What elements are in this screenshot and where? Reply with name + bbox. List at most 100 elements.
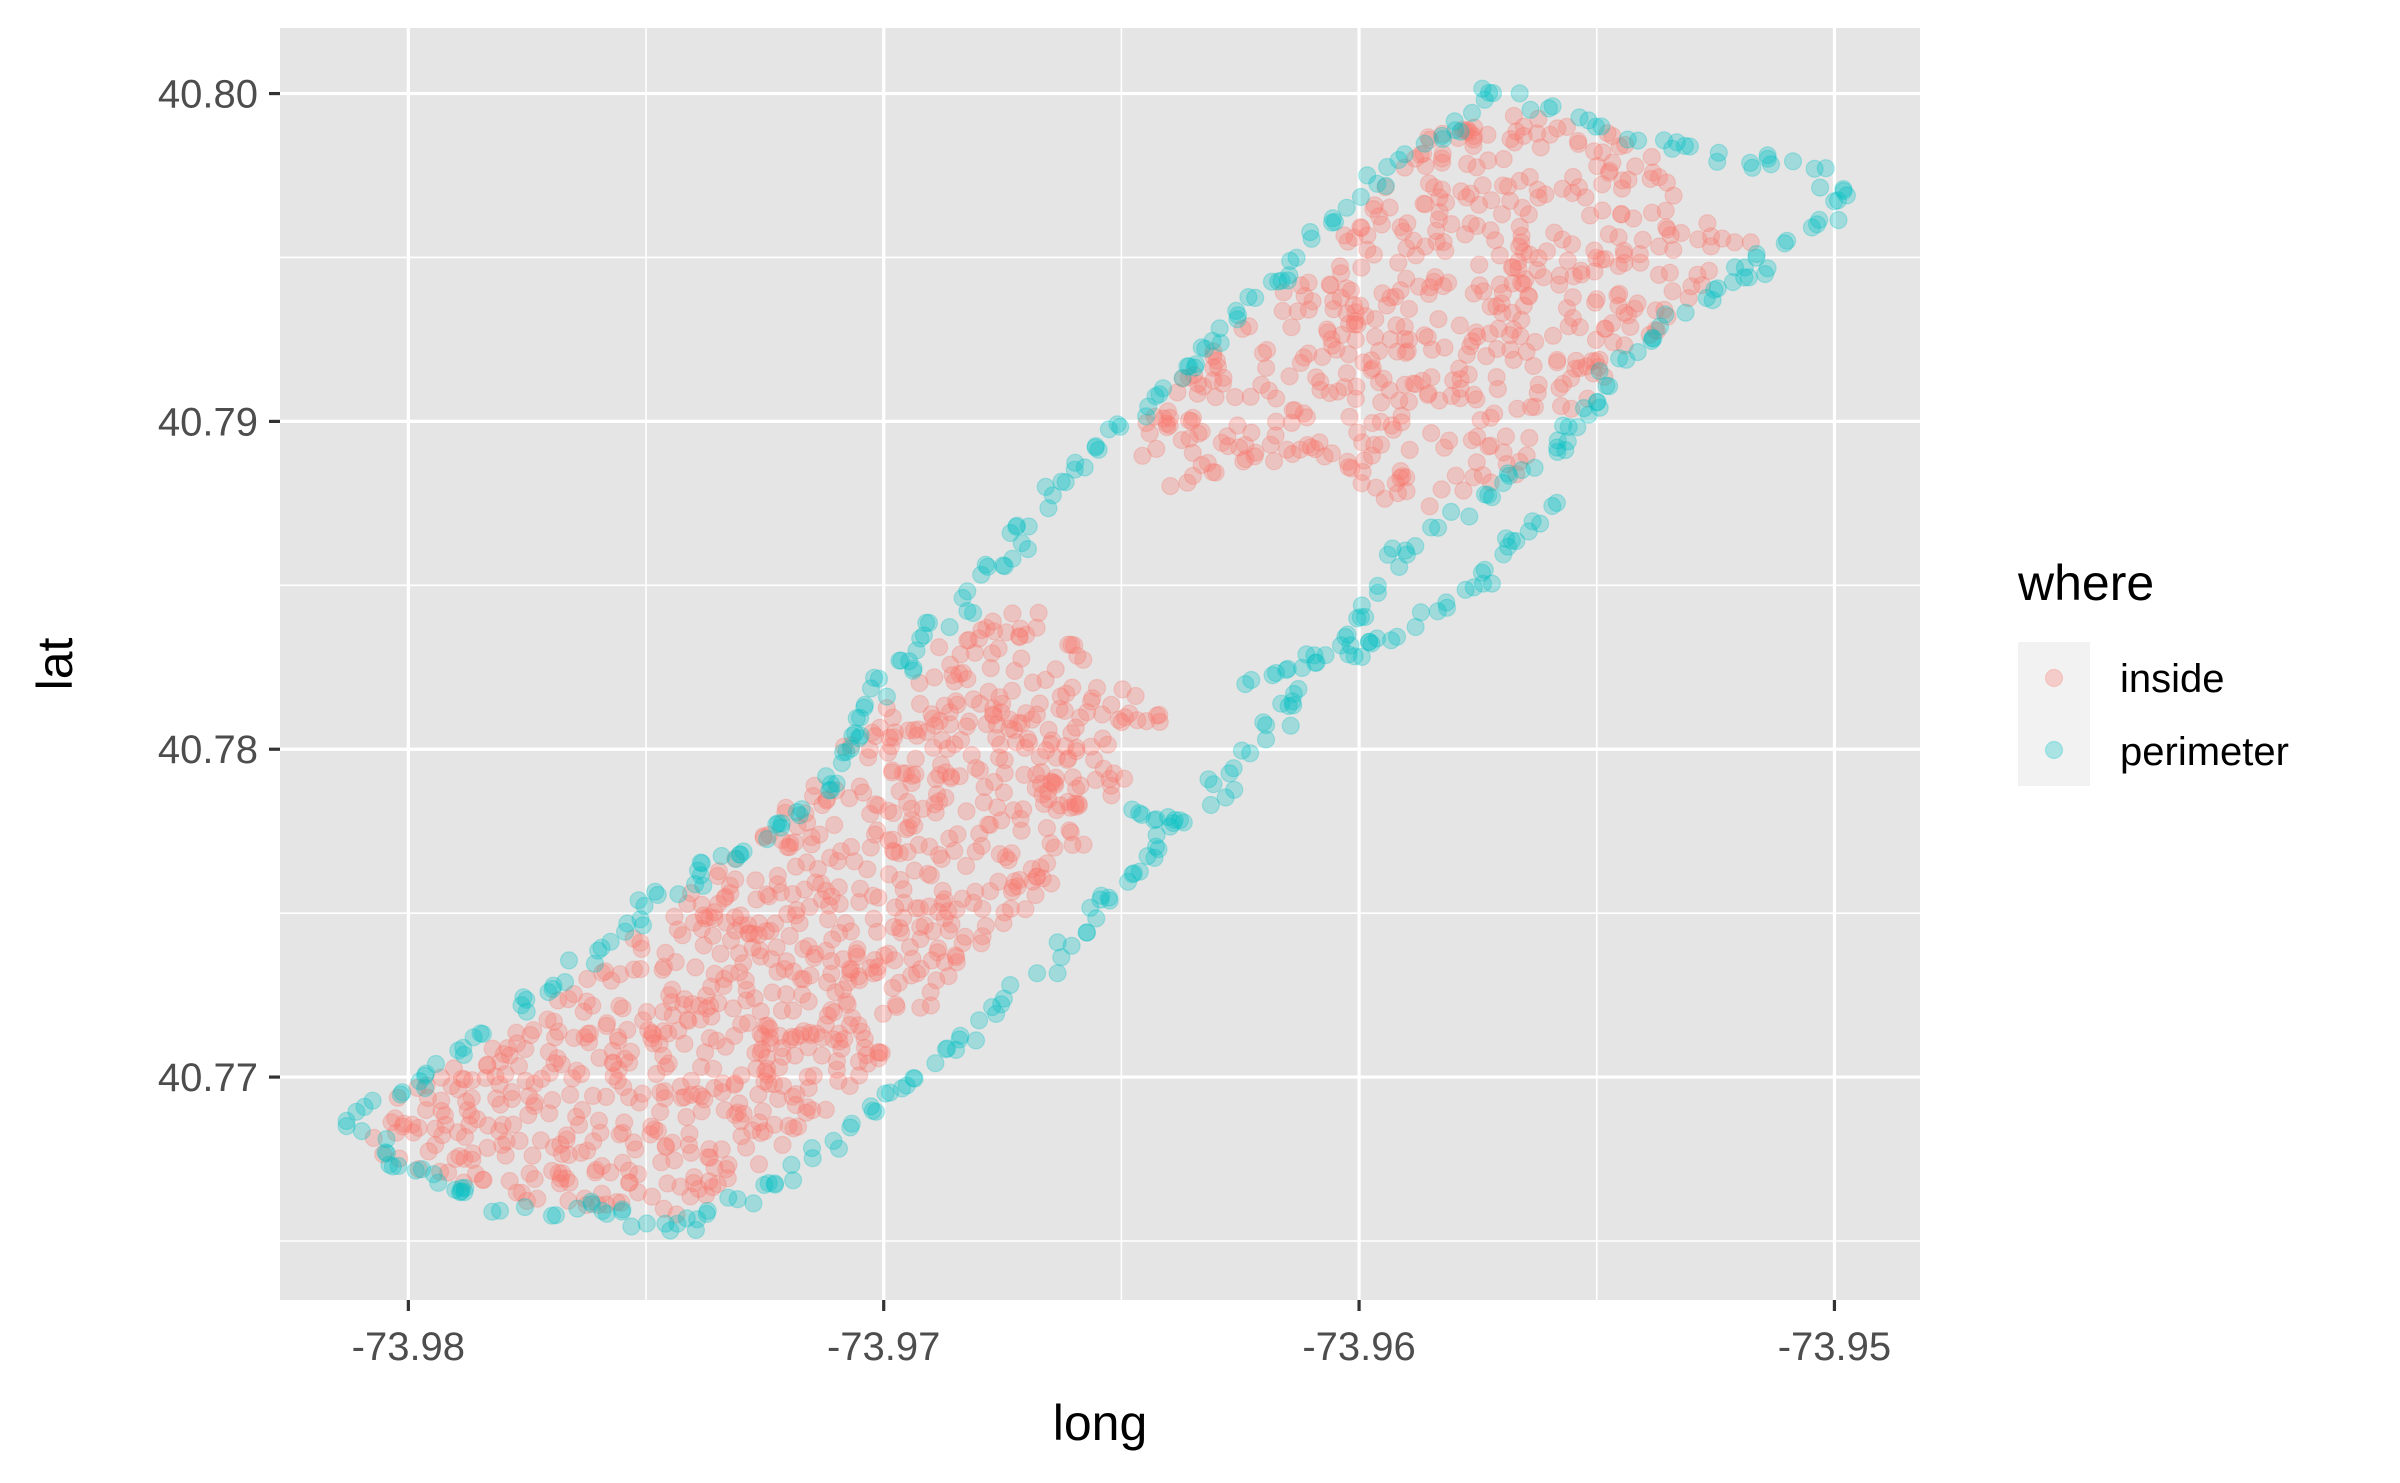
perimeter-point (1146, 387, 1165, 406)
inside-point (1543, 326, 1563, 345)
inside-point (752, 1039, 772, 1059)
inside-point (457, 1092, 476, 1111)
inside-point (1315, 447, 1334, 466)
inside-point (577, 992, 597, 1011)
inside-point (1050, 699, 1069, 719)
inside-point (1455, 225, 1475, 244)
inside-point (1494, 443, 1513, 462)
inside-point (758, 1059, 777, 1078)
perimeter-point (1642, 331, 1661, 351)
inside-point (726, 849, 745, 868)
inside-point (525, 1169, 544, 1189)
inside-point (642, 1187, 662, 1206)
inside-point (1457, 345, 1476, 364)
inside-point (884, 917, 903, 937)
inside-point (1498, 177, 1518, 196)
inside-point (1100, 769, 1119, 789)
perimeter-point (1351, 608, 1370, 627)
inside-point (1439, 431, 1459, 450)
inside-point (816, 1100, 835, 1119)
inside-point (500, 1046, 519, 1065)
perimeter-point (1228, 306, 1248, 325)
inside-point (1603, 153, 1622, 172)
legend-key-perimeter (2018, 714, 2090, 786)
inside-point (721, 884, 740, 903)
perimeter-point (1579, 405, 1598, 424)
inside-point (692, 895, 711, 914)
inside-point (462, 1106, 481, 1125)
inside-point (417, 1100, 436, 1120)
inside-point (929, 792, 949, 811)
inside-point (404, 1123, 423, 1142)
perimeter-point (1289, 679, 1308, 699)
perimeter-point (1421, 518, 1441, 537)
inside-point (866, 726, 885, 746)
inside-point (1503, 303, 1522, 322)
inside-point (991, 735, 1010, 754)
inside-point (1179, 411, 1199, 430)
inside-point (597, 1195, 616, 1214)
perimeter-point (1086, 437, 1105, 456)
inside-point (947, 900, 966, 919)
perimeter-point (1052, 472, 1071, 491)
inside-point (609, 1060, 628, 1079)
inside-point (894, 880, 913, 899)
inside-point (725, 1075, 744, 1095)
inside-point (987, 715, 1007, 734)
inside-point (1640, 325, 1659, 344)
inside-point (487, 1089, 506, 1108)
inside-point (1037, 818, 1057, 838)
perimeter-point (769, 814, 788, 833)
inside-point (1454, 481, 1473, 500)
perimeter-point (539, 982, 558, 1002)
inside-point (995, 903, 1014, 922)
inside-point (592, 1184, 612, 1203)
inside-point (797, 853, 816, 872)
inside-point (1633, 230, 1652, 249)
inside-point (683, 994, 702, 1014)
perimeter-point (861, 679, 881, 698)
inside-point (928, 943, 947, 962)
inside-point (1492, 205, 1512, 224)
inside-point (1528, 180, 1547, 199)
inside-point (1599, 163, 1619, 182)
inside-point (1212, 433, 1231, 452)
inside-point (1481, 297, 1500, 316)
inside-point (796, 804, 815, 823)
inside-point (1569, 178, 1589, 197)
inside-point (1055, 701, 1075, 721)
inside-point (626, 1140, 645, 1159)
inside-point (869, 888, 888, 907)
inside-point (980, 815, 1000, 835)
perimeter-point (851, 726, 870, 745)
inside-point (699, 1172, 719, 1191)
inside-point (497, 1132, 516, 1151)
perimeter-point (1130, 862, 1149, 881)
inside-point (1371, 435, 1391, 454)
perimeter-point (1805, 159, 1824, 178)
inside-point (618, 1020, 637, 1040)
perimeter-point (1099, 888, 1119, 907)
perimeter-point (1810, 210, 1829, 229)
perimeter-point (1123, 800, 1142, 819)
inside-point (1457, 188, 1476, 207)
inside-point (1600, 161, 1619, 180)
inside-point (1294, 348, 1313, 367)
inside-point (692, 919, 712, 939)
perimeter-point (972, 565, 991, 584)
perimeter-point (869, 669, 889, 688)
perimeter-point (1579, 111, 1598, 130)
inside-point (1056, 736, 1075, 756)
inside-point (1514, 274, 1533, 294)
inside-point (1291, 353, 1310, 373)
inside-point (997, 623, 1016, 642)
inside-point (1031, 858, 1050, 877)
inside-point (364, 1128, 383, 1148)
inside-point (463, 1071, 482, 1090)
perimeter-point (1280, 266, 1299, 285)
inside-point (1422, 368, 1441, 387)
inside-point (834, 737, 854, 756)
inside-point (822, 1000, 841, 1020)
inside-point (654, 1021, 673, 1041)
inside-point (721, 931, 741, 950)
